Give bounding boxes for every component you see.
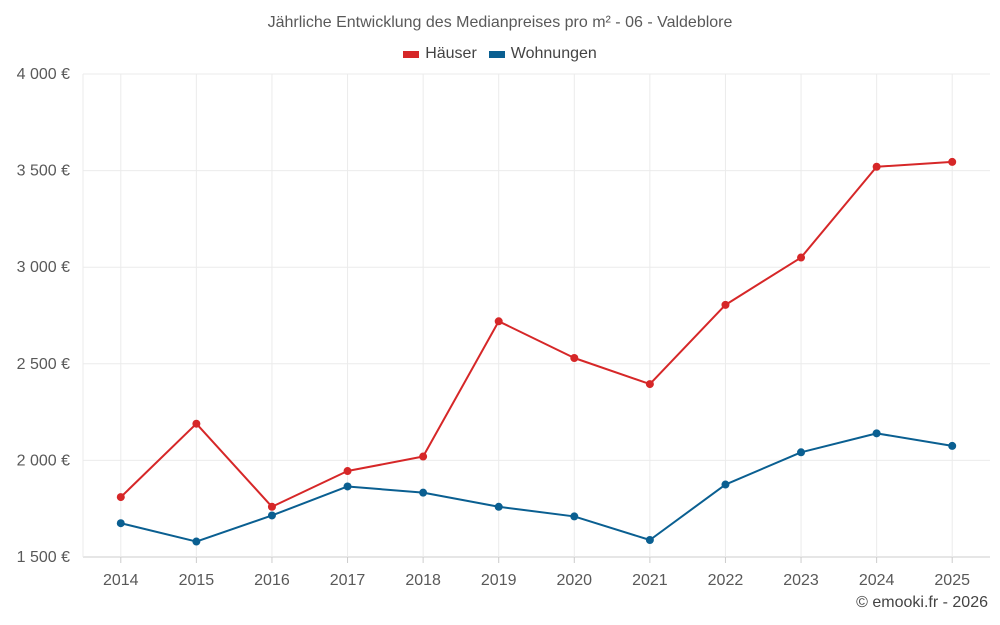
legend: Häuser Wohnungen — [0, 45, 1000, 63]
legend-item-wohnungen[interactable]: Wohnungen — [488, 45, 597, 63]
x-tick-label: 2023 — [783, 572, 819, 589]
legend-swatch-wohnungen — [488, 50, 505, 58]
legend-label-wohnungen: Wohnungen — [510, 45, 597, 62]
data-point-wohnungen — [192, 537, 201, 546]
data-point-wohnungen — [948, 441, 957, 450]
x-tick-label: 2014 — [103, 572, 139, 589]
x-tick-label: 2018 — [405, 572, 441, 589]
data-point-haeuser — [494, 317, 503, 326]
data-point-wohnungen — [494, 502, 503, 511]
series-line-haeuser — [120, 160, 953, 508]
y-tick-label: 2 000 € — [17, 452, 70, 469]
data-point-haeuser — [419, 452, 428, 461]
data-point-wohnungen — [645, 535, 654, 544]
data-point-haeuser — [948, 157, 957, 166]
data-point-wohnungen — [419, 488, 428, 497]
y-tick-label: 2 500 € — [17, 356, 70, 373]
data-point-haeuser — [570, 354, 579, 363]
data-point-haeuser — [192, 419, 201, 428]
y-tick-label: 3 000 € — [17, 259, 70, 276]
data-point-wohnungen — [570, 512, 579, 521]
data-point-haeuser — [116, 493, 125, 502]
data-point-wohnungen — [721, 480, 730, 489]
legend-swatch-haeuser — [403, 50, 420, 58]
data-point-haeuser — [721, 300, 730, 309]
legend-label-haeuser: Häuser — [425, 45, 477, 62]
data-point-haeuser — [343, 467, 352, 476]
y-tick-label: 4 000 € — [17, 66, 70, 83]
data-point-wohnungen — [116, 519, 125, 528]
data-point-haeuser — [645, 380, 654, 389]
x-tick-label: 2024 — [859, 572, 895, 589]
x-tick-label: 2019 — [481, 572, 517, 589]
chart-title: Jährliche Entwicklung des Medianpreises … — [267, 14, 733, 31]
data-point-haeuser — [872, 162, 881, 171]
data-point-wohnungen — [797, 448, 806, 457]
data-point-wohnungen — [267, 511, 276, 520]
y-tick-label: 1 500 € — [17, 549, 70, 566]
x-tick-label: 2017 — [330, 572, 366, 589]
credit-text: © emooki.fr - 2026 — [856, 594, 988, 611]
x-tick-label: 2021 — [632, 572, 668, 589]
data-point-haeuser — [267, 502, 276, 511]
data-point-wohnungen — [872, 429, 881, 438]
x-tick-label: 2025 — [934, 572, 970, 589]
legend-item-haeuser[interactable]: Häuser — [403, 45, 477, 63]
x-tick-label: 2020 — [556, 572, 592, 589]
x-tick-label: 2015 — [179, 572, 215, 589]
y-tick-label: 3 500 € — [17, 163, 70, 180]
x-tick-label: 2016 — [254, 572, 290, 589]
series-line-wohnungen — [120, 432, 953, 543]
data-point-haeuser — [797, 253, 806, 262]
x-tick-label: 2022 — [708, 572, 744, 589]
data-point-wohnungen — [343, 482, 352, 491]
